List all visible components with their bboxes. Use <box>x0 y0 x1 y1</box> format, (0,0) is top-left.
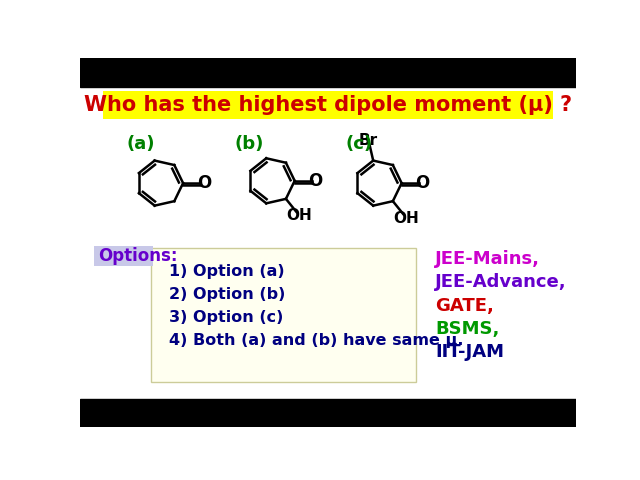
Text: 3) Option (c): 3) Option (c) <box>169 311 284 325</box>
Text: JEE-Advance,: JEE-Advance, <box>435 274 566 291</box>
Text: Options:: Options: <box>99 247 178 265</box>
Text: Br: Br <box>359 133 378 148</box>
FancyBboxPatch shape <box>151 248 415 382</box>
Text: (b): (b) <box>235 134 264 153</box>
Text: 1) Option (a): 1) Option (a) <box>169 264 285 279</box>
Text: 4) Both (a) and (b) have same μ.: 4) Both (a) and (b) have same μ. <box>169 334 463 348</box>
Text: (c): (c) <box>346 134 373 153</box>
Text: OH: OH <box>287 208 312 223</box>
Bar <box>103 92 553 119</box>
Text: 2) Option (b): 2) Option (b) <box>169 287 285 302</box>
Text: O: O <box>415 174 429 192</box>
Text: BSMS,: BSMS, <box>435 320 499 337</box>
Text: Who has the highest dipole moment (μ) ?: Who has the highest dipole moment (μ) ? <box>84 96 572 115</box>
Text: O: O <box>197 174 211 192</box>
Text: OH: OH <box>394 211 419 226</box>
Text: O: O <box>308 172 323 190</box>
Bar <box>80 399 576 428</box>
Text: GATE,: GATE, <box>435 297 494 314</box>
Text: JEE-Mains,: JEE-Mains, <box>435 251 540 268</box>
FancyBboxPatch shape <box>94 246 153 266</box>
Text: (a): (a) <box>127 134 155 153</box>
Text: IIT-JAM: IIT-JAM <box>435 343 504 361</box>
Bar <box>80 58 576 87</box>
